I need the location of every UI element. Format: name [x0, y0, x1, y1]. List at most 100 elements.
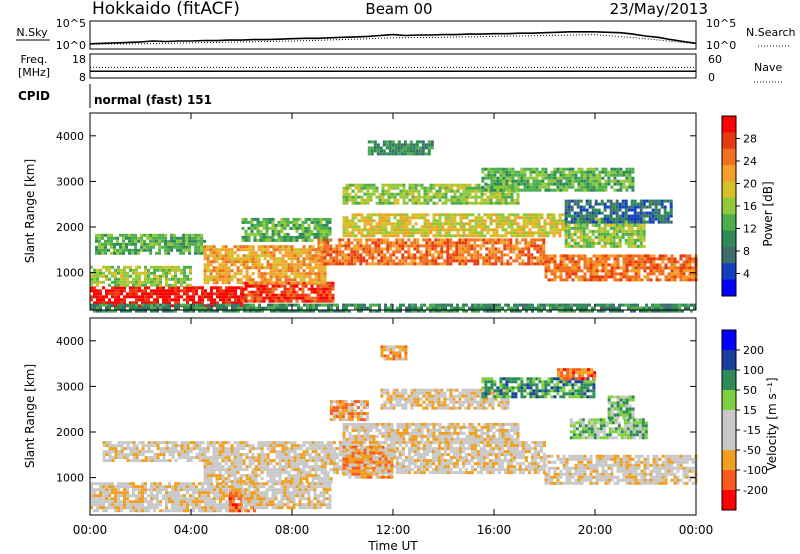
power-cell: [210, 286, 213, 290]
power-cell: [174, 298, 177, 302]
power-cell: [417, 192, 421, 196]
power-cell: [254, 254, 258, 258]
power-cell: [384, 192, 388, 196]
power-cell: [307, 238, 311, 242]
power-cell: [595, 182, 599, 186]
power-cell: [185, 248, 189, 252]
power-cell: [332, 247, 336, 251]
power-cell: [369, 195, 373, 199]
power-cell: [497, 247, 501, 251]
power-cell: [138, 286, 141, 290]
power-cell: [198, 303, 201, 307]
power-cell: [489, 219, 493, 223]
power-cell: [144, 298, 147, 302]
power-cell: [534, 231, 538, 235]
power-cell: [493, 182, 497, 186]
power-cell: [409, 152, 413, 156]
power-cell: [586, 182, 590, 186]
power-cell: [371, 247, 375, 251]
power-cell: [206, 248, 210, 252]
power-cell: [491, 250, 495, 254]
power-cell: [260, 248, 264, 252]
power-cell: [533, 241, 537, 245]
power-cell: [479, 256, 483, 260]
power-cell: [450, 228, 454, 232]
power-cell: [429, 222, 433, 226]
velocity-cell: [123, 506, 126, 510]
velocity-cell: [117, 488, 120, 492]
power-cell: [630, 220, 634, 224]
power-cell: [613, 278, 617, 282]
cpid-text: normal (fast) 151: [94, 93, 212, 107]
power-cell: [616, 278, 620, 282]
power-cell: [322, 290, 326, 294]
power-cell: [227, 281, 231, 285]
power-cell: [265, 296, 269, 300]
power-cell: [177, 303, 180, 307]
power-cell: [138, 304, 141, 308]
power-cell: [468, 201, 472, 205]
power-cell: [342, 234, 346, 238]
power-cell: [354, 303, 357, 307]
power-cell: [679, 278, 683, 282]
power-cell: [615, 220, 619, 224]
power-cell: [437, 250, 441, 254]
power-cell: [328, 287, 332, 291]
power-cell: [480, 228, 484, 232]
power-cell: [423, 309, 426, 313]
power-cell: [317, 281, 321, 285]
power-cell: [381, 225, 385, 229]
power-cell: [507, 216, 511, 220]
power-cell: [532, 167, 536, 171]
power-cell: [350, 262, 354, 266]
power-cell: [132, 303, 135, 307]
velocity-cell: [99, 506, 102, 510]
power-cell: [98, 236, 101, 240]
power-cell: [393, 186, 397, 190]
power-cell: [314, 263, 318, 267]
power-cell: [595, 188, 599, 192]
power-cell: [287, 269, 291, 273]
power-cell: [398, 247, 402, 251]
power-cell: [216, 301, 219, 305]
power-cell: [582, 309, 585, 313]
power-cell: [167, 245, 171, 249]
power-cell: [627, 232, 631, 236]
power-cell: [530, 241, 534, 245]
power-cell: [672, 309, 675, 313]
freq-tick-top: 18: [72, 53, 86, 66]
power-cell: [119, 242, 122, 246]
power-cell: [501, 306, 504, 310]
power-cell: [452, 244, 456, 248]
power-cell: [313, 296, 317, 300]
power-cell: [595, 275, 599, 279]
power-cell: [294, 309, 297, 313]
power-cell: [440, 244, 444, 248]
date-title: 23/May/2013: [610, 0, 708, 18]
power-cell: [300, 306, 303, 310]
power-cell: [204, 295, 207, 299]
power-cell: [90, 274, 93, 278]
power-cell: [636, 205, 640, 209]
power-cell: [189, 268, 192, 272]
power-cell: [244, 287, 248, 291]
power-cell: [398, 259, 402, 263]
power-cell: [203, 275, 207, 279]
power-cell: [230, 248, 234, 252]
power-cell: [164, 236, 168, 240]
power-cell: [459, 183, 463, 187]
power-cell: [189, 286, 192, 290]
power-cell: [526, 182, 530, 186]
power-cell: [123, 265, 126, 269]
power-cell: [607, 170, 611, 174]
power-cell: [633, 208, 637, 212]
power-cell: [155, 236, 159, 240]
power-cell: [397, 149, 401, 153]
power-cell: [631, 185, 635, 189]
power-cell: [366, 216, 370, 220]
power-cell: [284, 263, 288, 267]
power-cell: [345, 183, 349, 187]
power-cell: [591, 223, 595, 227]
power-cell: [188, 236, 192, 240]
power-cell: [501, 186, 505, 190]
